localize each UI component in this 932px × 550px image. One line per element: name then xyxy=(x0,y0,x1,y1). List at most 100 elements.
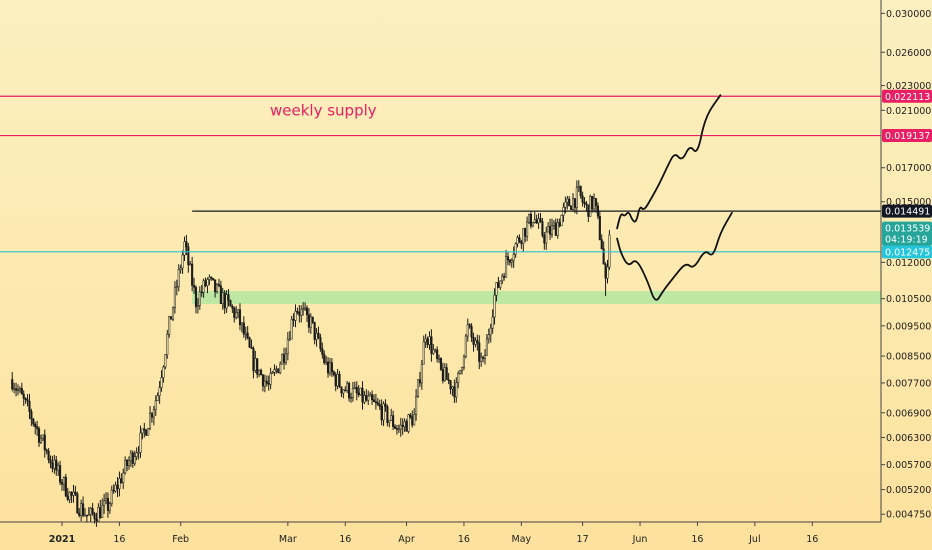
y-tick-label: 0.005700 xyxy=(886,460,931,471)
candle-body xyxy=(204,280,207,286)
candle-body xyxy=(11,379,14,390)
time-axis[interactable]: 2021 16 Feb Mar 16 Apr 16 May 17 Jun 16 Jul 16 xyxy=(49,522,819,545)
candle-body xyxy=(438,357,441,360)
candle-body xyxy=(606,266,609,279)
candle-body xyxy=(589,196,592,217)
candle-body xyxy=(32,418,35,425)
candle-body xyxy=(407,414,410,432)
candle-body xyxy=(118,478,121,490)
candle-body xyxy=(112,489,115,492)
price-badges: 0.022113 0.019137 0.014491 0.012475 0.013539… xyxy=(882,89,932,259)
candle-body xyxy=(91,508,94,514)
y-tick-label: 0.023000 xyxy=(886,81,931,92)
candle-body xyxy=(462,356,465,368)
price-axis[interactable]: 0.030000 0.026000 0.023000 0.021000 0.017000… xyxy=(881,9,931,521)
candle-body xyxy=(369,394,372,397)
candle-body xyxy=(198,291,201,306)
x-tick-label: Apr xyxy=(398,534,415,545)
candle-body xyxy=(512,254,515,261)
candle-body xyxy=(143,428,146,431)
candle-body xyxy=(382,403,385,421)
candle-body xyxy=(363,395,366,403)
candle-body xyxy=(439,357,443,370)
candle-body xyxy=(367,395,370,401)
candle-body xyxy=(420,364,423,384)
demand-zone-layer xyxy=(192,291,882,304)
candle-body xyxy=(271,372,274,374)
candle-body xyxy=(59,465,62,483)
candle-body xyxy=(527,213,531,223)
candle-body xyxy=(248,337,251,348)
candle-body xyxy=(482,356,485,359)
candle-body xyxy=(76,493,79,514)
candle-body xyxy=(409,414,412,417)
candle-body xyxy=(323,354,326,363)
candle-body xyxy=(22,393,25,399)
candle-body xyxy=(193,285,196,288)
candle-body xyxy=(127,460,131,466)
candle-body xyxy=(206,279,209,286)
candle-body xyxy=(493,294,496,318)
candle-body xyxy=(214,279,217,293)
candle-body xyxy=(181,254,184,269)
candle-body xyxy=(99,507,102,518)
y-tick-label: 0.006300 xyxy=(886,433,931,444)
candle-body xyxy=(344,389,347,392)
candle-body xyxy=(57,465,60,471)
candle-body xyxy=(415,396,418,415)
candle-body xyxy=(393,426,397,429)
candle-body xyxy=(265,380,268,384)
x-tick-label: 16 xyxy=(691,534,703,545)
candle-body xyxy=(468,324,471,327)
x-tick-label: Mar xyxy=(279,534,297,545)
level-badge-0: 0.022113 xyxy=(885,92,930,103)
candle-body xyxy=(74,491,77,495)
candle-body xyxy=(376,402,379,405)
candle-body xyxy=(547,226,550,233)
candle-body xyxy=(126,460,129,466)
candle-body xyxy=(426,338,429,345)
candle-body xyxy=(171,307,175,320)
candle-body xyxy=(504,256,508,278)
candle-body xyxy=(170,316,173,320)
candle-body xyxy=(284,353,287,363)
bullish-projection-path[interactable] xyxy=(616,94,722,230)
candle-body xyxy=(526,221,529,237)
candle-body xyxy=(273,369,276,373)
candle-body xyxy=(187,246,190,266)
candle-body xyxy=(436,349,439,359)
candle-body xyxy=(87,514,90,516)
candle-body xyxy=(20,388,23,395)
candle-body xyxy=(405,421,408,432)
level-badge-2: 0.014491 xyxy=(885,207,930,218)
candle-body xyxy=(418,379,421,384)
candle-body xyxy=(237,309,240,313)
candle-body xyxy=(53,459,56,469)
candle-body xyxy=(191,263,194,286)
candle-body xyxy=(200,291,203,294)
candle-body xyxy=(238,309,242,326)
candle-body xyxy=(254,358,257,371)
candle-body xyxy=(457,373,460,383)
candle-body xyxy=(296,311,299,313)
candle-body xyxy=(267,383,270,385)
candle-body xyxy=(374,401,377,404)
candle-body xyxy=(37,428,41,443)
candle-body xyxy=(566,198,569,203)
candle-body xyxy=(489,327,492,336)
y-tick-label: 0.015000 xyxy=(886,197,931,208)
candle-body xyxy=(166,334,169,356)
bearish-projection-path[interactable] xyxy=(616,211,733,301)
candle-body xyxy=(28,400,31,412)
candle-body xyxy=(114,484,117,492)
candle-body xyxy=(581,195,584,203)
candle-body xyxy=(571,198,575,210)
candle-body xyxy=(64,476,67,497)
candle-body xyxy=(392,415,395,427)
candle-body xyxy=(524,228,527,237)
candle-body xyxy=(579,185,582,197)
candle-body xyxy=(148,413,152,429)
candle-body xyxy=(162,366,165,378)
candle-body xyxy=(104,498,108,501)
